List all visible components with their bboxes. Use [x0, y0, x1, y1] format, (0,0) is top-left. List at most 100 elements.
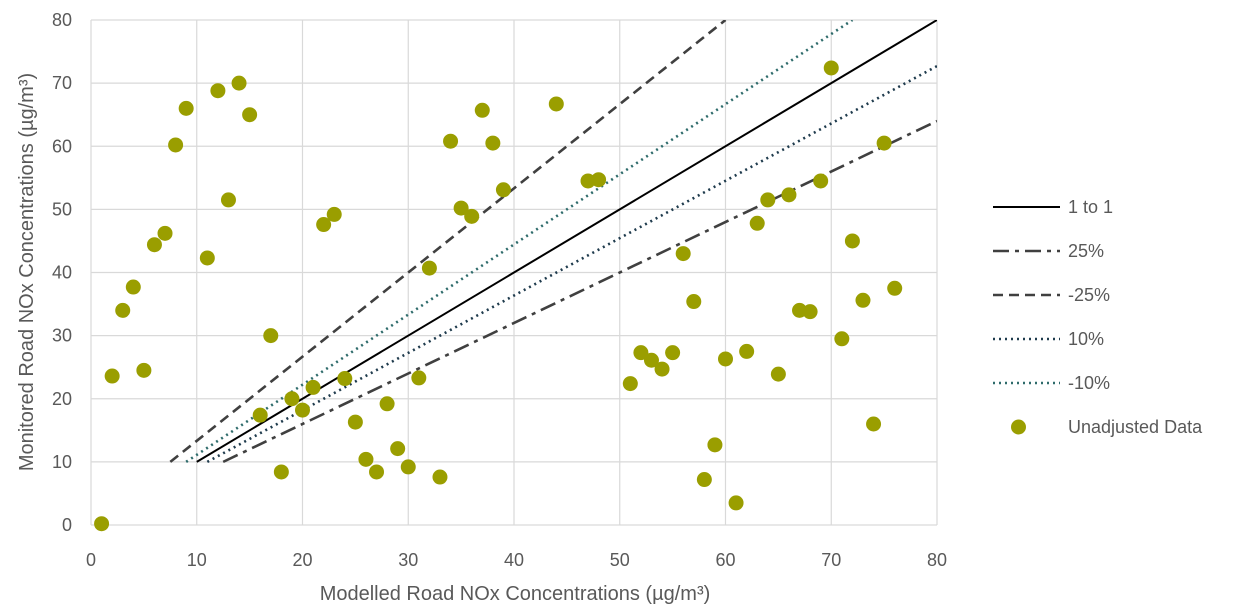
- legend-item: 10%: [993, 329, 1104, 349]
- data-point: [591, 172, 607, 188]
- data-point: [295, 402, 310, 418]
- data-point: [305, 379, 321, 395]
- data-point: [379, 396, 395, 412]
- legend-label: -10%: [1068, 373, 1110, 393]
- y-axis-label: Monitored Road NOx Concentrations (µg/m³…: [16, 73, 38, 471]
- data-point: [548, 96, 564, 112]
- data-point: [199, 250, 215, 266]
- data-point: [876, 135, 892, 151]
- data-point: [823, 60, 839, 76]
- data-points: [94, 60, 903, 532]
- data-point: [686, 294, 702, 310]
- legend-label: Unadjusted Data: [1068, 417, 1203, 437]
- data-point: [866, 416, 882, 432]
- data-point: [802, 304, 818, 320]
- data-point: [675, 246, 691, 262]
- legend-label: 25%: [1068, 241, 1104, 261]
- series-line-3: [206, 64, 937, 464]
- x-tick-label: 10: [187, 550, 207, 570]
- data-point: [464, 208, 480, 224]
- data-point: [718, 351, 733, 367]
- data-point: [337, 371, 353, 387]
- data-point: [770, 366, 786, 382]
- y-tick-label: 20: [52, 389, 72, 409]
- data-point: [263, 328, 279, 344]
- data-point: [728, 495, 744, 511]
- data-point: [474, 102, 490, 118]
- x-tick-label: 30: [398, 550, 418, 570]
- data-point: [210, 83, 226, 99]
- data-point: [495, 182, 511, 198]
- y-axis-ticks: 0 10 20 30 40 50 60 70 80: [52, 10, 72, 535]
- data-point: [157, 225, 173, 241]
- data-point: [485, 135, 501, 151]
- data-point: [400, 459, 416, 475]
- legend-item: -25%: [993, 285, 1110, 305]
- legend-item: 1 to 1: [993, 197, 1113, 217]
- data-point: [125, 279, 141, 295]
- data-point: [622, 376, 638, 392]
- data-point: [369, 464, 385, 480]
- y-tick-label: 30: [52, 326, 72, 346]
- data-point: [739, 343, 755, 359]
- data-point: [168, 137, 184, 153]
- data-point: [220, 192, 236, 208]
- data-point: [178, 100, 194, 116]
- x-tick-label: 40: [504, 550, 524, 570]
- x-tick-label: 20: [292, 550, 312, 570]
- data-point: [231, 75, 247, 91]
- data-point: [421, 260, 437, 276]
- data-point: [390, 441, 406, 457]
- data-point: [136, 362, 152, 378]
- y-tick-label: 60: [52, 136, 72, 156]
- y-tick-label: 70: [52, 73, 72, 93]
- data-point: [633, 345, 649, 361]
- data-point: [252, 407, 268, 423]
- data-point: [453, 200, 469, 216]
- x-tick-label: 80: [927, 550, 947, 570]
- data-point: [749, 215, 765, 231]
- x-axis-label: Modelled Road NOx Concentrations (µg/m³): [320, 583, 711, 605]
- data-point: [432, 469, 448, 485]
- data-point: [887, 280, 903, 296]
- legend-label: 10%: [1068, 329, 1104, 349]
- data-point: [347, 414, 363, 430]
- data-point: [844, 233, 860, 249]
- legend-label: -25%: [1068, 285, 1110, 305]
- x-tick-label: 60: [715, 550, 735, 570]
- legend-item: Unadjusted Data: [1011, 417, 1203, 437]
- data-point: [94, 516, 110, 532]
- data-point: [760, 192, 776, 208]
- data-point: [707, 437, 723, 453]
- data-point: [326, 206, 342, 222]
- data-point: [696, 472, 712, 488]
- x-tick-label: 70: [821, 550, 841, 570]
- data-point: [273, 464, 289, 480]
- data-point: [115, 302, 131, 318]
- x-tick-label: 0: [86, 550, 96, 570]
- data-point: [411, 370, 427, 386]
- y-tick-label: 50: [52, 199, 72, 219]
- x-axis-ticks: 0 10 20 30 40 50 60 70 80: [86, 550, 947, 570]
- data-point: [834, 331, 850, 347]
- y-tick-label: 40: [52, 263, 72, 283]
- data-point: [358, 451, 374, 467]
- legend-marker-swatch: [1011, 419, 1026, 435]
- y-tick-label: 10: [52, 452, 72, 472]
- legend-label: 1 to 1: [1068, 197, 1113, 217]
- data-point: [813, 173, 829, 189]
- series-line-4: [185, 20, 854, 463]
- legend-item: 25%: [993, 241, 1104, 261]
- data-point: [104, 368, 120, 384]
- series-line-0: [196, 20, 937, 463]
- series-line-1: [222, 119, 937, 464]
- data-point: [665, 345, 681, 361]
- data-point: [855, 292, 871, 308]
- data-point: [443, 133, 459, 149]
- data-point: [316, 217, 332, 233]
- data-point: [146, 237, 162, 253]
- y-tick-label: 0: [62, 515, 72, 535]
- data-point: [242, 107, 258, 123]
- legend: 1 to 1 25% -25% 10% -10% Unadjusted Data: [993, 197, 1203, 437]
